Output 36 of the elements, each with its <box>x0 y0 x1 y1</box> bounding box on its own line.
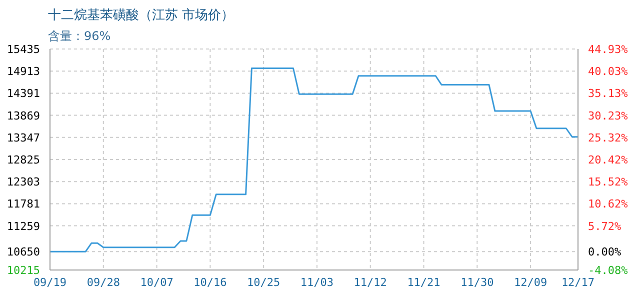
y-tick-label: 11259 <box>6 220 40 233</box>
chart-title: 十二烷基苯磺酸（江苏 市场价） <box>48 7 234 24</box>
y-tick-label: 13347 <box>6 131 40 144</box>
y-tick-label: 14391 <box>6 87 40 100</box>
x-tick-label: 09/28 <box>86 276 120 289</box>
x-tick-label: 10/16 <box>194 276 227 289</box>
y-tick-label: 10650 <box>6 246 40 259</box>
x-tick-label: 11/12 <box>354 276 387 289</box>
x-tick-label: 11/03 <box>300 276 334 289</box>
chart-subtitle: 含量：96% <box>48 28 111 45</box>
x-tick-label: 11/30 <box>460 276 494 289</box>
x-tick-label: 10/07 <box>140 276 174 289</box>
y-tick-label: 10215 <box>6 264 40 277</box>
y2-tick-label: 5.72% <box>588 220 622 233</box>
y2-tick-label: 40.03% <box>588 65 628 78</box>
y2-tick-label: 15.52% <box>588 176 628 189</box>
y2-tick-label: 25.32% <box>588 131 628 144</box>
x-tick-label: 12/17 <box>561 276 595 289</box>
y2-tick-label: 0.00% <box>588 246 622 259</box>
line-series <box>50 68 578 252</box>
y2-tick-label: 10.62% <box>588 198 628 211</box>
y-tick-label: 14913 <box>6 65 40 78</box>
y-tick-label: 12825 <box>6 154 40 166</box>
x-tick-label: 09/19 <box>33 276 67 289</box>
y2-tick-label: 35.13% <box>588 87 628 100</box>
y-tick-label: 13869 <box>6 109 40 122</box>
x-tick-label: 11/21 <box>407 276 440 289</box>
y-tick-label: 15435 <box>6 43 40 56</box>
x-tick-label: 12/09 <box>514 276 548 289</box>
y2-tick-label: 30.23% <box>588 109 628 122</box>
y2-tick-label: 44.93% <box>588 43 628 56</box>
x-tick-label: 10/25 <box>247 276 280 289</box>
y2-tick-label: 20.42% <box>588 154 628 167</box>
y2-tick-label: -4.08% <box>588 264 628 277</box>
y-tick-label: 11781 <box>6 198 40 211</box>
y-tick-label: 12303 <box>6 176 40 189</box>
